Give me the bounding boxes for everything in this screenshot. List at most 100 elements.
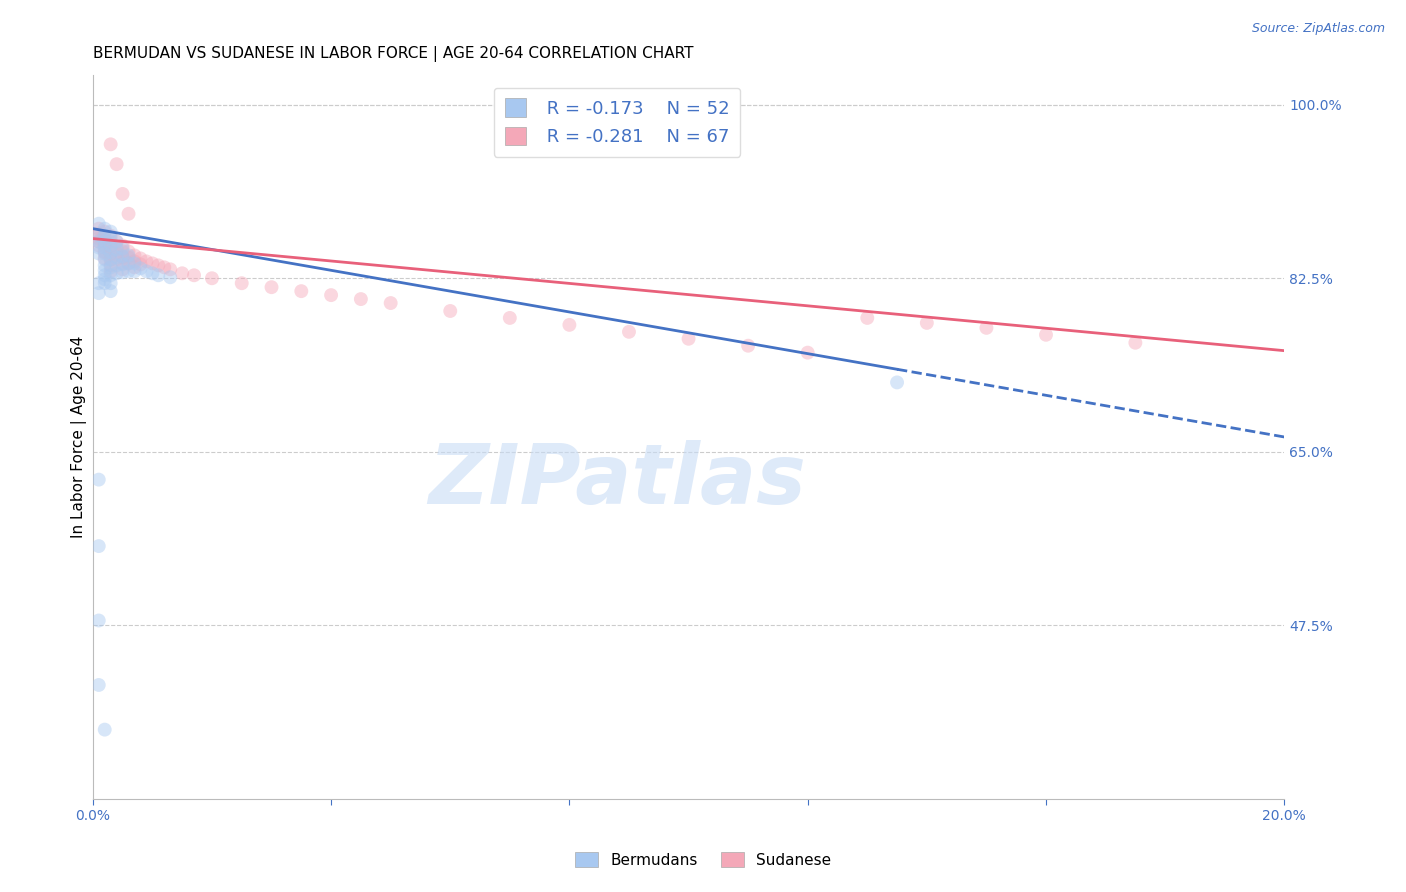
Point — [87, 235, 110, 249]
Point — [1125, 335, 1147, 350]
Point — [135, 264, 157, 278]
Y-axis label: In Labor Force | Age 20-64: In Labor Force | Age 20-64 — [72, 335, 87, 538]
Point — [111, 242, 134, 256]
Point — [976, 321, 998, 335]
Point — [100, 235, 122, 249]
Point — [93, 268, 115, 283]
Point — [172, 266, 194, 280]
Point — [159, 270, 181, 285]
Point — [100, 260, 122, 275]
Point — [111, 249, 134, 263]
Point — [105, 251, 128, 265]
Point — [93, 723, 115, 737]
Point — [201, 271, 224, 285]
Point — [856, 310, 879, 325]
Point — [93, 245, 115, 260]
Point — [117, 256, 139, 270]
Point — [87, 539, 110, 553]
Point — [117, 251, 139, 265]
Point — [93, 231, 115, 245]
Point — [93, 240, 115, 254]
Point — [148, 268, 170, 283]
Point — [93, 252, 115, 267]
Point — [100, 238, 122, 252]
Point — [105, 258, 128, 272]
Point — [141, 256, 163, 270]
Point — [117, 256, 139, 270]
Point — [93, 238, 115, 252]
Point — [100, 246, 122, 260]
Point — [678, 332, 700, 346]
Text: BERMUDAN VS SUDANESE IN LABOR FORCE | AGE 20-64 CORRELATION CHART: BERMUDAN VS SUDANESE IN LABOR FORCE | AG… — [93, 46, 693, 62]
Point — [117, 244, 139, 259]
Point — [87, 240, 110, 254]
Point — [129, 261, 152, 276]
Point — [499, 310, 522, 325]
Point — [105, 252, 128, 267]
Point — [350, 292, 373, 306]
Point — [737, 339, 759, 353]
Point — [124, 254, 146, 268]
Point — [105, 240, 128, 254]
Point — [117, 264, 139, 278]
Point — [105, 246, 128, 260]
Point — [93, 221, 115, 235]
Point — [915, 316, 938, 330]
Point — [100, 137, 122, 152]
Point — [129, 252, 152, 266]
Point — [111, 251, 134, 265]
Point — [87, 614, 110, 628]
Point — [260, 280, 283, 294]
Point — [100, 252, 122, 267]
Point — [87, 221, 110, 235]
Point — [100, 252, 122, 267]
Point — [111, 256, 134, 270]
Point — [93, 231, 115, 245]
Point — [93, 225, 115, 239]
Point — [111, 244, 134, 259]
Point — [111, 257, 134, 271]
Point — [87, 228, 110, 243]
Point — [93, 235, 115, 249]
Point — [124, 260, 146, 275]
Point — [148, 258, 170, 272]
Point — [93, 263, 115, 277]
Point — [87, 217, 110, 231]
Point — [93, 252, 115, 266]
Point — [100, 245, 122, 260]
Point — [111, 265, 134, 279]
Point — [117, 248, 139, 262]
Point — [231, 277, 253, 291]
Legend: Bermudans, Sudanese: Bermudans, Sudanese — [569, 846, 837, 873]
Point — [93, 277, 115, 291]
Point — [105, 157, 128, 171]
Point — [93, 272, 115, 286]
Point — [183, 268, 205, 283]
Point — [105, 235, 128, 249]
Point — [439, 304, 461, 318]
Point — [87, 286, 110, 301]
Point — [117, 207, 139, 221]
Point — [129, 257, 152, 271]
Point — [380, 296, 402, 310]
Point — [124, 264, 146, 278]
Point — [100, 264, 122, 278]
Point — [93, 246, 115, 260]
Point — [100, 240, 122, 254]
Point — [617, 325, 640, 339]
Point — [100, 268, 122, 283]
Point — [93, 238, 115, 252]
Point — [124, 248, 146, 262]
Point — [105, 266, 128, 280]
Point — [153, 260, 176, 275]
Point — [87, 473, 110, 487]
Point — [111, 238, 134, 252]
Point — [87, 678, 110, 692]
Point — [1035, 327, 1057, 342]
Point — [105, 235, 128, 249]
Legend:  R = -0.173    N = 52,  R = -0.281    N = 67: R = -0.173 N = 52, R = -0.281 N = 67 — [494, 87, 741, 157]
Point — [886, 376, 908, 390]
Point — [135, 254, 157, 268]
Point — [159, 262, 181, 277]
Point — [100, 284, 122, 298]
